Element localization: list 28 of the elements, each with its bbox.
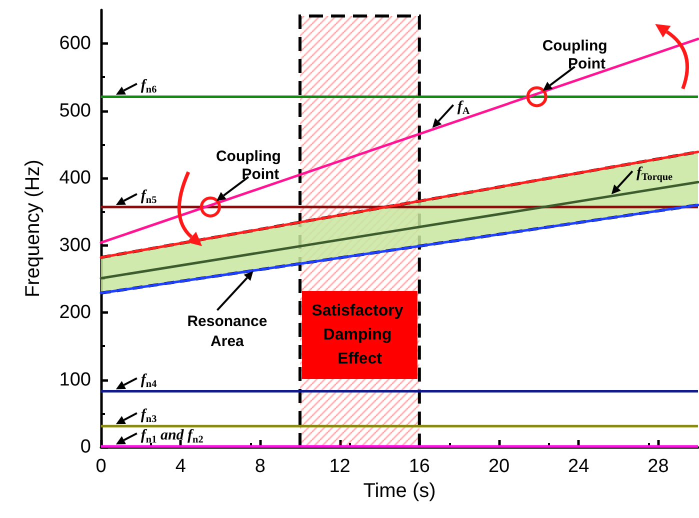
x-tick-label: 28 xyxy=(648,456,669,477)
y-tick-label: 0 xyxy=(80,436,91,458)
y-tick-label: 600 xyxy=(59,33,91,54)
y-tick-label: 500 xyxy=(59,100,91,122)
ref-line-label: f$_{n6}$ xyxy=(140,78,157,96)
annotation: Resonance Area xyxy=(187,313,268,350)
x-tick-label: 24 xyxy=(568,456,590,477)
x-tick-label: 16 xyxy=(408,456,430,477)
ref-line-label: f$_{n4}$ xyxy=(140,372,157,390)
series-label: f$_{A}$ xyxy=(457,98,470,117)
y-tick-label: 400 xyxy=(59,168,91,189)
x-tick-label: 20 xyxy=(488,456,510,477)
y-axis-title: Frequency (Hz) xyxy=(22,160,44,298)
x-axis-title: Time (s) xyxy=(363,480,436,502)
band-label: Satisfactory Damping Effect xyxy=(312,302,408,368)
ref-line-label: f$_{n1}$ and f$_{n2}$ xyxy=(140,427,204,446)
series-label: f$_{Torque}$ xyxy=(636,165,674,184)
annotation: Coupling Point xyxy=(542,38,608,73)
ref-line-label: f$_{n5}$ xyxy=(140,188,157,206)
x-tick-label: 4 xyxy=(175,456,186,477)
x-tick-label: 8 xyxy=(254,456,266,477)
x-tick-label: 0 xyxy=(96,456,106,477)
y-tick-label: 200 xyxy=(59,302,91,324)
ref-line-label: f$_{n3}$ xyxy=(140,407,157,426)
annotation: Coupling Point xyxy=(216,148,281,183)
y-tick-label: 300 xyxy=(59,234,91,256)
y-tick-label: 100 xyxy=(59,369,91,390)
x-tick-label: 12 xyxy=(329,456,350,477)
